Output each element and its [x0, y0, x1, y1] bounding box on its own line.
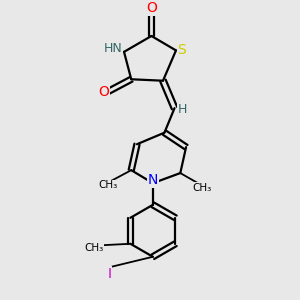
Text: CH₃: CH₃	[192, 183, 212, 193]
Text: HN: HN	[104, 42, 123, 55]
Text: S: S	[177, 44, 186, 57]
Text: I: I	[108, 267, 112, 281]
Text: O: O	[146, 1, 157, 15]
Text: O: O	[98, 85, 109, 99]
Text: CH₃: CH₃	[84, 243, 103, 253]
Text: N: N	[148, 173, 158, 187]
Text: CH₃: CH₃	[98, 180, 118, 190]
Text: H: H	[178, 103, 187, 116]
